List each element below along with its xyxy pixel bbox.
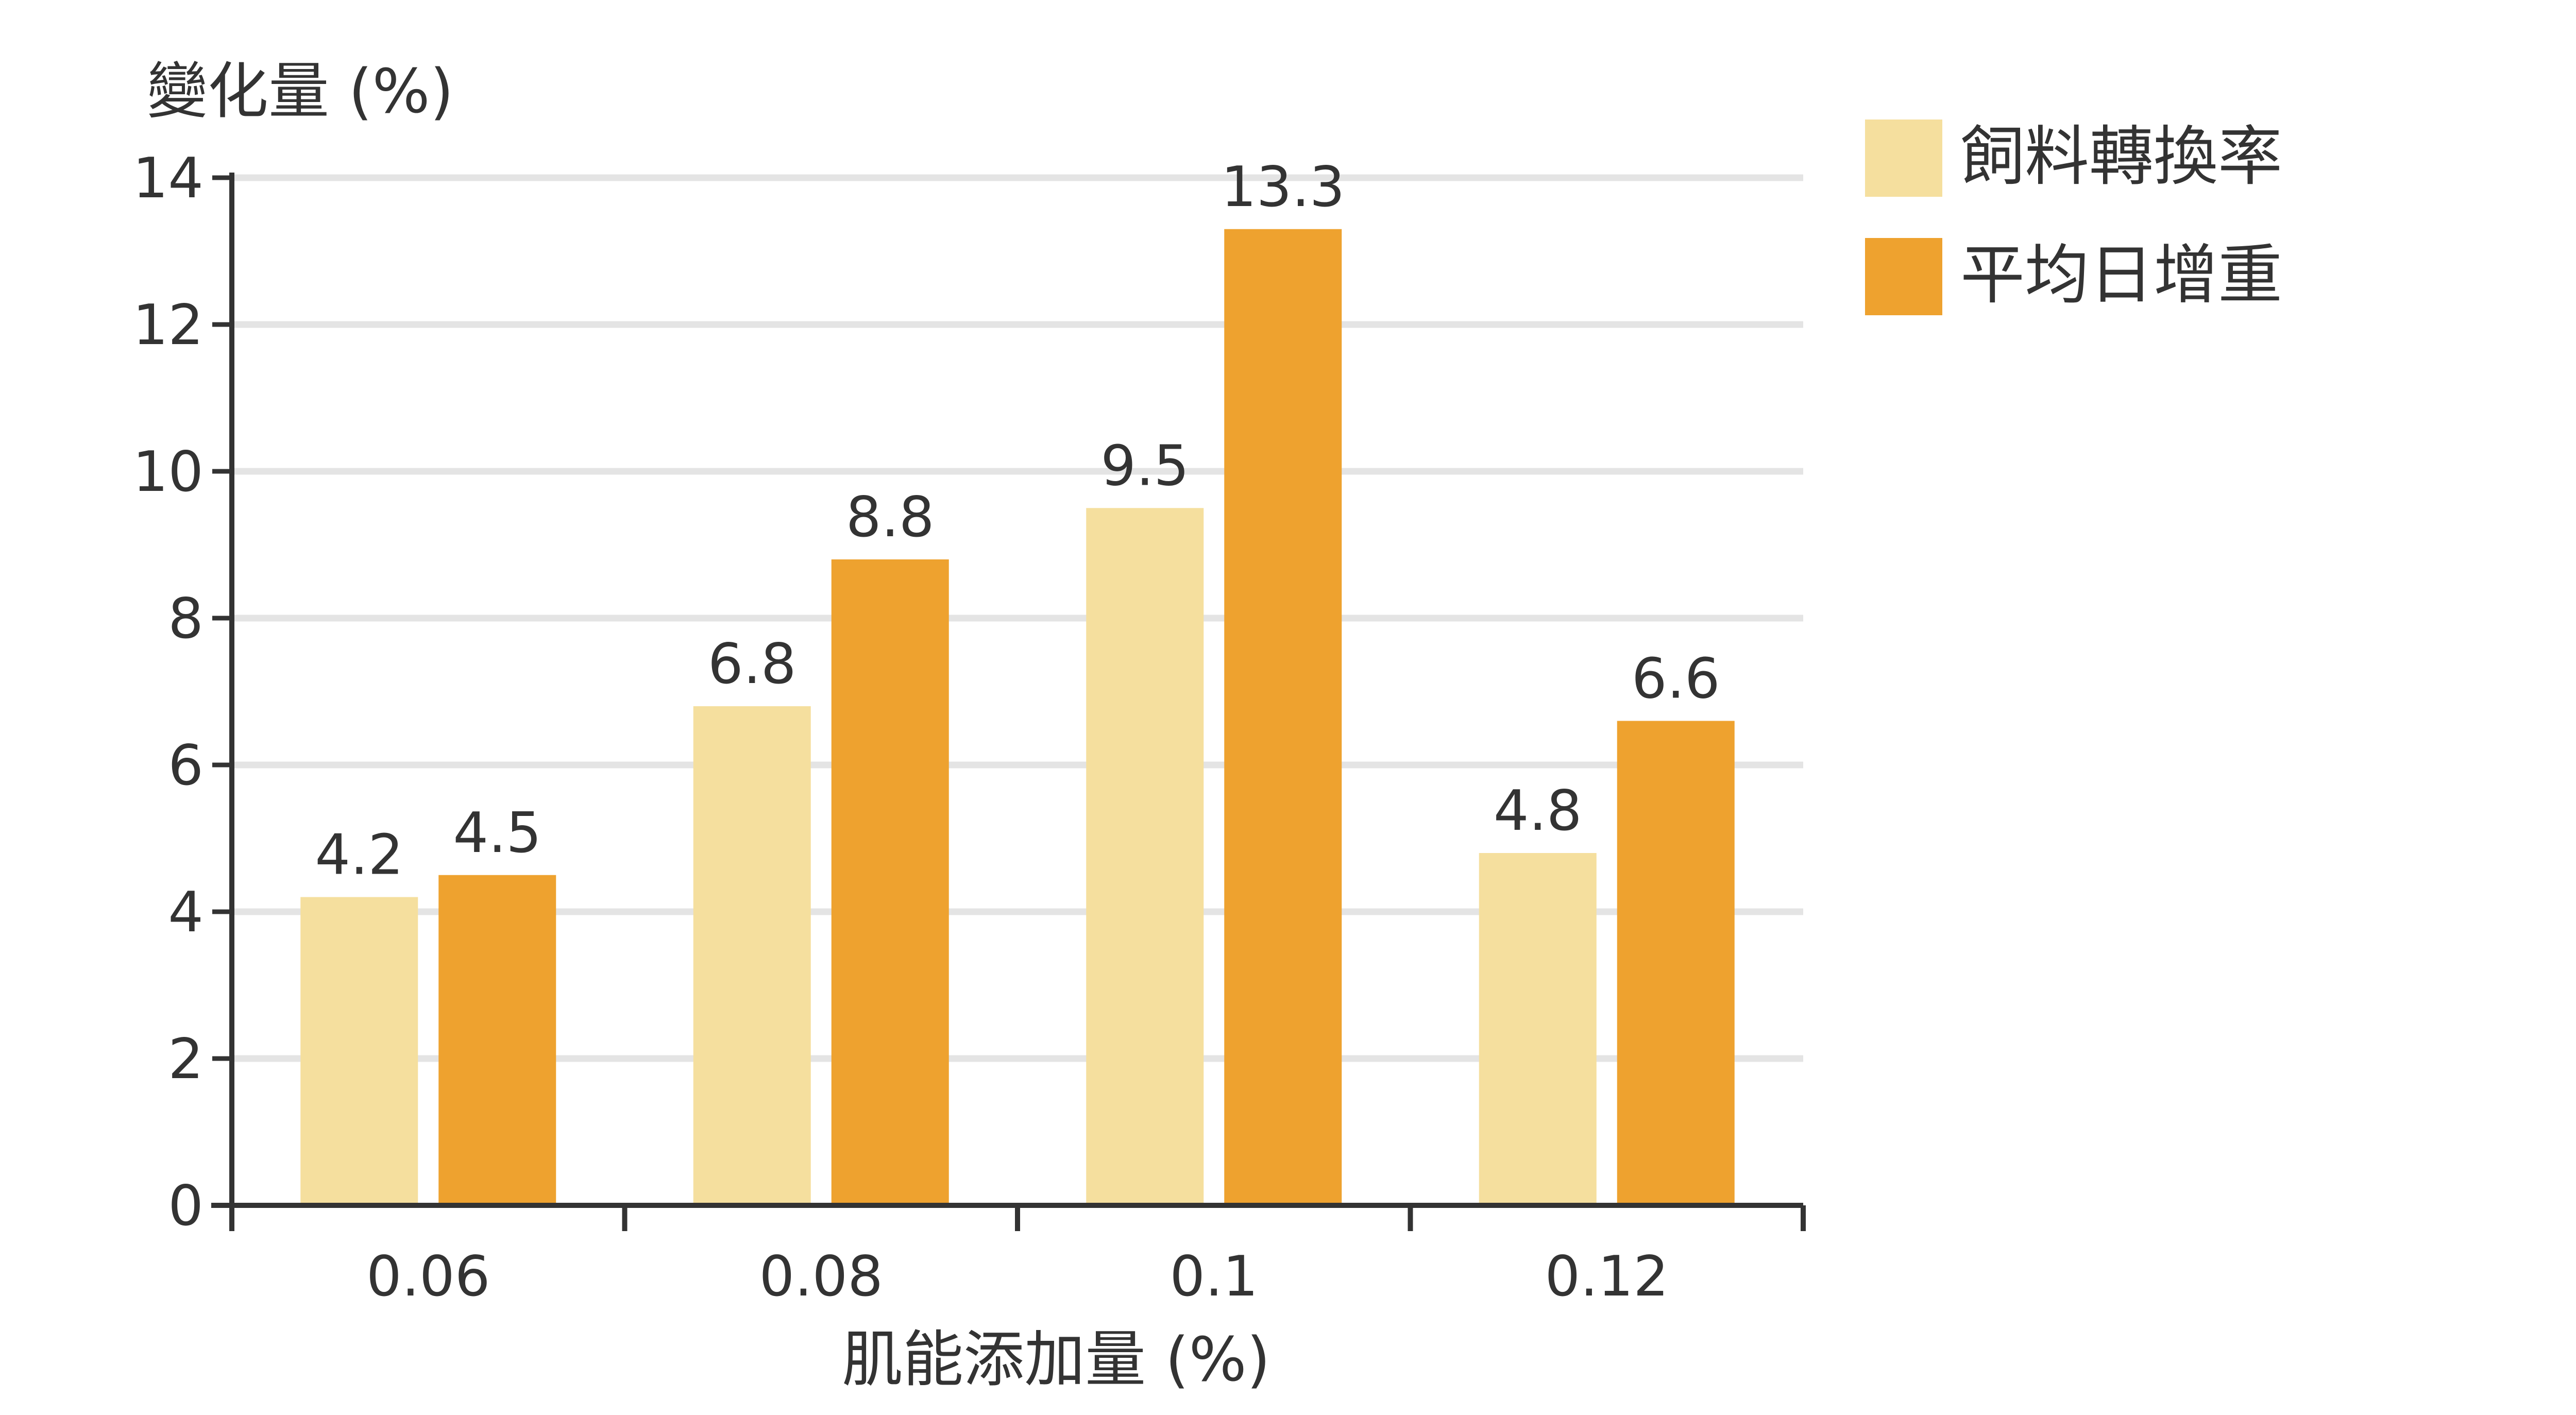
bar xyxy=(693,706,811,1205)
bars xyxy=(300,229,1735,1205)
y-tick-label: 12 xyxy=(133,293,204,357)
bar-value-label: 8.8 xyxy=(846,485,935,550)
y-axis-title: 變化量 (%) xyxy=(147,56,454,127)
x-axis-title: 肌能添加量 (%) xyxy=(842,1324,1270,1395)
y-tick-labels: 0 2 4 6 8 10 12 14 xyxy=(133,146,204,1238)
bar xyxy=(831,559,949,1205)
y-tick-label: 0 xyxy=(168,1174,204,1238)
bar xyxy=(300,897,418,1205)
bar-value-label: 6.8 xyxy=(708,632,796,696)
bar xyxy=(1086,508,1204,1205)
y-tick-label: 2 xyxy=(168,1027,204,1092)
legend-swatch xyxy=(1865,120,1942,197)
axes xyxy=(211,173,1806,1231)
y-tick-label: 6 xyxy=(168,734,204,798)
bar-value-label: 6.6 xyxy=(1632,647,1720,711)
legend-swatch xyxy=(1865,238,1942,315)
y-tick-label: 10 xyxy=(133,440,204,504)
bar-value-label: 4.2 xyxy=(315,823,403,888)
x-tick-label: 0.12 xyxy=(1545,1244,1669,1309)
x-tick-label: 0.1 xyxy=(1170,1244,1258,1309)
legend-label: 飼料轉換率 xyxy=(1960,120,2282,194)
x-tick-label: 0.06 xyxy=(366,1244,490,1309)
x-tick-labels: 0.06 0.08 0.1 0.12 xyxy=(366,1244,1669,1309)
y-tick-label: 14 xyxy=(133,146,204,211)
legend-label: 平均日增重 xyxy=(1960,238,2282,313)
bar-value-labels: 4.2 6.8 9.5 4.8 4.5 8.8 13.3 6.6 xyxy=(315,155,1720,888)
bar-value-label: 4.8 xyxy=(1494,779,1582,843)
y-tick-label: 4 xyxy=(168,880,204,945)
bar xyxy=(1617,721,1735,1205)
bar xyxy=(1224,229,1342,1205)
bar-value-label: 4.5 xyxy=(453,801,541,865)
x-tick-label: 0.08 xyxy=(759,1244,883,1309)
bar-value-label: 13.3 xyxy=(1221,155,1345,219)
y-tick-label: 8 xyxy=(168,587,204,651)
bar xyxy=(438,875,556,1205)
bar-value-label: 9.5 xyxy=(1100,434,1189,498)
bar xyxy=(1479,853,1597,1205)
